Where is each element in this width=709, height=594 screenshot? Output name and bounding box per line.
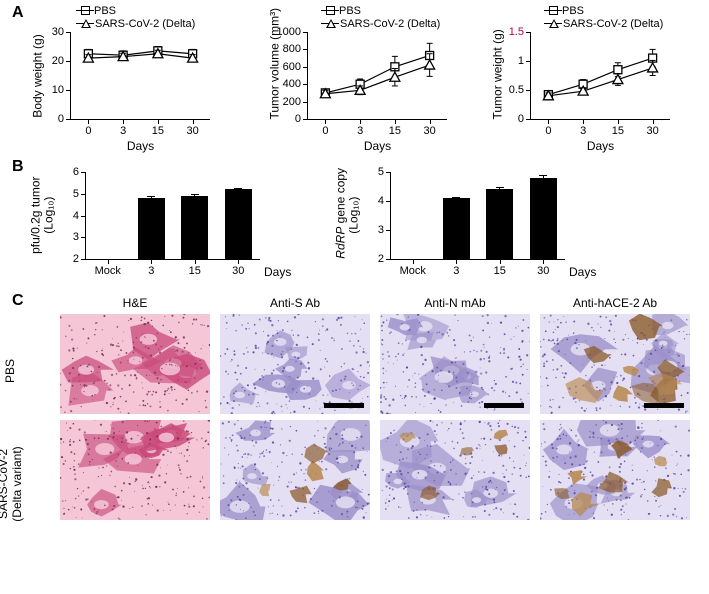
legend: PBSSARS-CoV-2 (Delta) [549, 4, 663, 30]
y-tick-label: 3 [73, 231, 86, 243]
y-tick-label: 5 [73, 188, 86, 200]
legend-label: PBS [562, 5, 584, 17]
col-header: Anti-S Ab [270, 296, 320, 310]
y-tick-label: 200 [283, 96, 308, 108]
x-tick-label: 3 [357, 119, 363, 137]
col-header: Anti-hACE-2 Ab [573, 296, 657, 310]
y-tick-label: 20 [52, 55, 71, 67]
histology-image [540, 314, 690, 414]
bar [530, 178, 557, 259]
y-axis-label: Tumor weight (g) [490, 32, 504, 119]
y-axis-label: Tumor volume (mm³) [267, 32, 281, 119]
panel-label-c: C [12, 292, 24, 310]
panel-label-b: B [12, 158, 24, 176]
x-tick-label: 15 [189, 259, 201, 277]
y-tick-label: 30 [52, 26, 71, 38]
x-tick-label: 3 [148, 259, 154, 277]
histology-grid [60, 314, 690, 520]
chart-body-weight: 0102030031530Body weight (g)DaysPBSSARS-… [70, 32, 210, 120]
legend-label: PBS [94, 5, 116, 17]
scale-bar [324, 403, 364, 408]
x-tick-label: 3 [120, 119, 126, 137]
legend-label: SARS-CoV-2 (Delta) [563, 18, 663, 30]
histology-image [380, 314, 530, 414]
y-axis-label: pfu/0.2g tumor(Log₁₀) [29, 171, 55, 258]
legend-label: SARS-CoV-2 (Delta) [95, 18, 195, 30]
y-tick-label: 10 [52, 84, 71, 96]
bar [443, 198, 470, 259]
col-header: H&E [123, 296, 148, 310]
panel-label-a: A [12, 4, 24, 22]
x-tick-label: 30 [187, 119, 199, 137]
histology-image [540, 420, 690, 520]
y-tick-label: 2 [73, 253, 86, 265]
bar [225, 189, 252, 259]
y-tick-label: 800 [283, 43, 308, 55]
y-tick-label: 1.5 [509, 26, 531, 38]
row-header: PBS [3, 321, 17, 421]
y-tick-label: 4 [378, 195, 391, 207]
y-tick-label: 0.5 [509, 84, 531, 96]
x-axis-label: Days [531, 139, 670, 153]
y-tick-label: 400 [283, 78, 308, 90]
x-tick-label: 15 [612, 119, 624, 137]
chart-rdrp: 2345RdRP gene copy(Log₁₀)Mock31530Days [390, 172, 565, 260]
x-axis-label: Days [569, 265, 596, 279]
x-tick-label: 15 [152, 119, 164, 137]
x-tick-label: 15 [389, 119, 401, 137]
histology-image [60, 420, 210, 520]
col-header: Anti-N mAb [424, 296, 485, 310]
histology-image [380, 420, 530, 520]
x-tick-label: 30 [232, 259, 244, 277]
x-axis-label: Days [264, 265, 291, 279]
y-tick-label: 0 [58, 113, 71, 125]
legend: PBSSARS-CoV-2 (Delta) [81, 4, 195, 30]
x-tick-label: 30 [424, 119, 436, 137]
x-tick-label: Mock [400, 259, 426, 277]
histology-image [60, 314, 210, 414]
legend-label: SARS-CoV-2 (Delta) [340, 18, 440, 30]
y-tick-label: 0 [518, 113, 531, 125]
x-tick-label: 30 [537, 259, 549, 277]
chart-pfu: 23456pfu/0.2g tumor(Log₁₀)Mock31530Days [85, 172, 260, 260]
histology-image [220, 314, 370, 414]
x-tick-label: 3 [453, 259, 459, 277]
x-tick-label: 0 [545, 119, 551, 137]
y-tick-label: 0 [295, 113, 308, 125]
y-tick-label: 5 [378, 166, 391, 178]
y-tick-label: 6 [73, 166, 86, 178]
chart-tumor-volume: 02004006008001000031530Tumor volume (mm³… [307, 32, 447, 120]
x-tick-label: Mock [95, 259, 121, 277]
scale-bar [644, 403, 684, 408]
x-tick-label: 15 [494, 259, 506, 277]
y-tick-label: 4 [73, 210, 86, 222]
y-tick-label: 3 [378, 224, 391, 236]
chart-tumor-weight: 00.511.5031530Tumor weight (g)DaysPBSSAR… [530, 32, 670, 120]
x-tick-label: 0 [85, 119, 91, 137]
x-axis-label: Days [71, 139, 210, 153]
bar [138, 198, 165, 259]
x-tick-label: 3 [580, 119, 586, 137]
legend-label: PBS [339, 5, 361, 17]
y-axis-label: Body weight (g) [30, 32, 44, 119]
histology-image [220, 420, 370, 520]
x-tick-label: 0 [322, 119, 328, 137]
bar [181, 196, 208, 259]
x-axis-label: Days [308, 139, 447, 153]
scale-bar [484, 403, 524, 408]
x-tick-label: 30 [647, 119, 659, 137]
bar [486, 189, 513, 259]
row-header: SARS-CoV-2(Delta variant) [0, 434, 24, 534]
y-tick-label: 600 [283, 61, 308, 73]
legend: PBSSARS-CoV-2 (Delta) [326, 4, 440, 30]
y-axis-label: RdRP gene copy(Log₁₀) [334, 171, 360, 258]
y-tick-label: 1 [518, 55, 531, 67]
y-tick-label: 2 [378, 253, 391, 265]
